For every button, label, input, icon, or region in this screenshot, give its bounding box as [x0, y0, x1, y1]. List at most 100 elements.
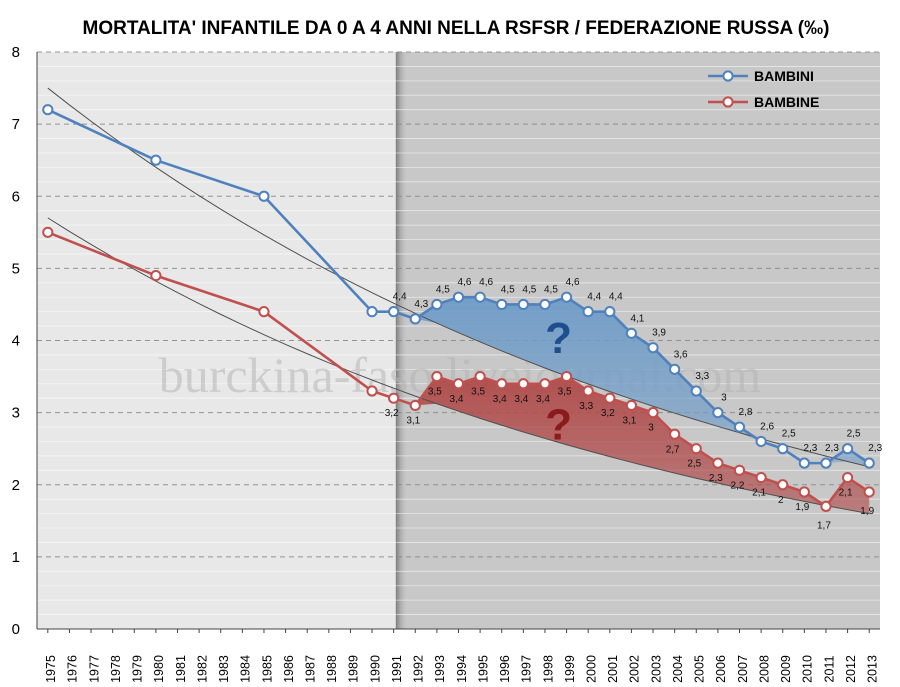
x-tick-label-1996: 1996: [498, 655, 512, 683]
data-label-bambine-2005: 2,5: [687, 459, 701, 470]
data-label-bambini-2006: 3: [721, 393, 727, 404]
area-bambine: [393, 376, 870, 514]
chart-title: MORTALITA' INFANTILE DA 0 A 4 ANNI NELLA…: [83, 18, 830, 39]
data-label-bambini-2004: 3,6: [674, 349, 688, 360]
data-label-bambine-1993: 3,5: [428, 387, 442, 398]
y-tick-label-7: 7: [12, 116, 20, 133]
data-label-bambini-2009: 2,5: [782, 429, 796, 440]
data-point-bambini-1996: [496, 298, 508, 311]
x-tick-label-2011: 2011: [822, 656, 836, 683]
data-point-bambine-1996: [496, 378, 508, 390]
data-point-bambine-2004: [669, 428, 681, 440]
data-point-bambini-2010: [798, 457, 810, 469]
data-label-bambini-1992: 4,3: [414, 299, 428, 310]
data-point-bambine-1993: [431, 370, 443, 383]
data-point-bambine-2001: [604, 392, 616, 404]
x-tick-label-1995: 1995: [476, 655, 490, 683]
data-point-bambini-1999: [560, 291, 573, 303]
y-tick-label-4: 4: [12, 333, 20, 350]
x-tick-label-1978: 1978: [109, 655, 123, 683]
data-label-bambine-1998: 3,4: [536, 394, 550, 405]
data-label-bambini-2003: 3,9: [652, 328, 666, 339]
y-tick-label-3: 3: [12, 405, 20, 422]
y-tick-label-0: 0: [12, 621, 20, 638]
data-label-bambine-2002: 3,1: [622, 415, 636, 426]
data-point-bambini-1998: [539, 298, 551, 311]
data-point-bambini-1997: [517, 298, 529, 311]
data-label-bambine-1995: 3,5: [471, 387, 485, 398]
data-label-bambini-1998: 4,5: [544, 284, 558, 295]
y-tick-label-5: 5: [12, 260, 20, 277]
data-label-bambini-2007: 2,8: [739, 407, 753, 418]
data-label-bambine-2003: 3: [648, 423, 654, 434]
legend-label-bambine: BAMBINE: [754, 94, 819, 110]
data-point-bambine-2000: [582, 385, 594, 397]
data-point-bambine-2010: [798, 486, 810, 498]
data-point-bambini-2004: [669, 363, 681, 375]
data-point-bambine-1992: [409, 399, 421, 412]
legend: BAMBINI BAMBINE: [708, 68, 819, 110]
y-tick-label-6: 6: [12, 188, 20, 205]
data-point-bambini-2013: [863, 457, 875, 469]
data-point-bambine-2006: [712, 457, 724, 469]
data-point-bambini-2003: [647, 342, 659, 354]
data-label-bambine-1994: 3,4: [450, 394, 464, 405]
data-label-bambine-1997: 3,4: [514, 394, 528, 405]
x-tick-label-1994: 1994: [455, 655, 469, 683]
data-point-bambine-1995: [474, 370, 486, 383]
data-point-bambini-2009: [777, 443, 789, 455]
data-label-bambine-2008: 2,1: [752, 488, 766, 499]
data-label-bambini-2011: 2,3: [825, 443, 839, 454]
data-label-bambine-2013: 1,9: [860, 506, 874, 517]
data-point-bambini-1975: [42, 104, 54, 116]
x-tick-label-1986: 1986: [282, 655, 296, 683]
x-tick-label-1997: 1997: [520, 655, 534, 683]
data-point-bambine-2007: [733, 464, 746, 476]
data-point-bambine-1999: [560, 370, 573, 383]
data-label-bambine-2006: 2,3: [709, 473, 723, 484]
data-label-bambine-2011: 1,7: [817, 520, 831, 531]
data-label-bambini-2002: 4,1: [630, 313, 644, 324]
data-label-bambine-2007: 2,2: [731, 480, 745, 491]
data-point-bambine-1990: [366, 385, 378, 397]
trend-lines: [47, 87, 870, 515]
data-point-bambini-2011: [820, 457, 832, 469]
data-point-bambine-1975: [42, 226, 54, 238]
data-point-bambine-2012: [841, 471, 854, 484]
data-point-bambini-2007: [733, 421, 746, 433]
data-point-bambini-1992: [409, 313, 421, 325]
x-tick-label-1987: 1987: [303, 655, 317, 683]
data-label-bambine-1992: 3,1: [406, 415, 420, 426]
x-tick-label-2008: 2008: [757, 655, 771, 683]
x-tick-label-1998: 1998: [541, 655, 555, 683]
data-label-bambini-2012: 2,5: [847, 429, 861, 440]
data-label-bambine-1991: 3,2: [385, 408, 399, 419]
x-tick-label-1989: 1989: [347, 655, 361, 683]
x-tick-label-2006: 2006: [714, 655, 728, 683]
x-tick-label-2000: 2000: [584, 655, 598, 683]
x-tick-label-2004: 2004: [671, 655, 685, 683]
data-point-bambini-1985: [258, 190, 270, 202]
data-label-bambini-2005: 3,3: [695, 371, 709, 382]
data-point-bambine-1985: [258, 306, 270, 318]
data-point-bambini-1993: [431, 298, 443, 311]
data-label-bambini-2010: 2,3: [803, 443, 817, 454]
data-label-bambini-1995: 4,6: [479, 277, 493, 288]
data-label-bambine-1999: 3,5: [558, 387, 572, 398]
data-point-bambine-2003: [647, 407, 659, 419]
x-tick-label-1979: 1979: [131, 655, 145, 683]
legend-marker-bambini: [722, 70, 734, 82]
trend-line-bambine: [47, 217, 870, 515]
data-point-bambini-2006: [712, 407, 724, 419]
data-point-bambini-2005: [690, 385, 702, 397]
x-tick-label-2009: 2009: [779, 655, 793, 683]
legend-marker-bambine: [722, 96, 734, 108]
data-label-bambini-1997: 4,5: [522, 284, 536, 295]
data-point-bambini-1980: [150, 154, 162, 166]
area-bambini: [393, 297, 870, 467]
data-point-bambini-2001: [604, 306, 616, 318]
x-tick-label-2003: 2003: [649, 655, 663, 683]
y-axis: 0 1 2 3 4 5 6 7 8: [12, 44, 20, 638]
x-tick-label-1988: 1988: [325, 655, 339, 683]
